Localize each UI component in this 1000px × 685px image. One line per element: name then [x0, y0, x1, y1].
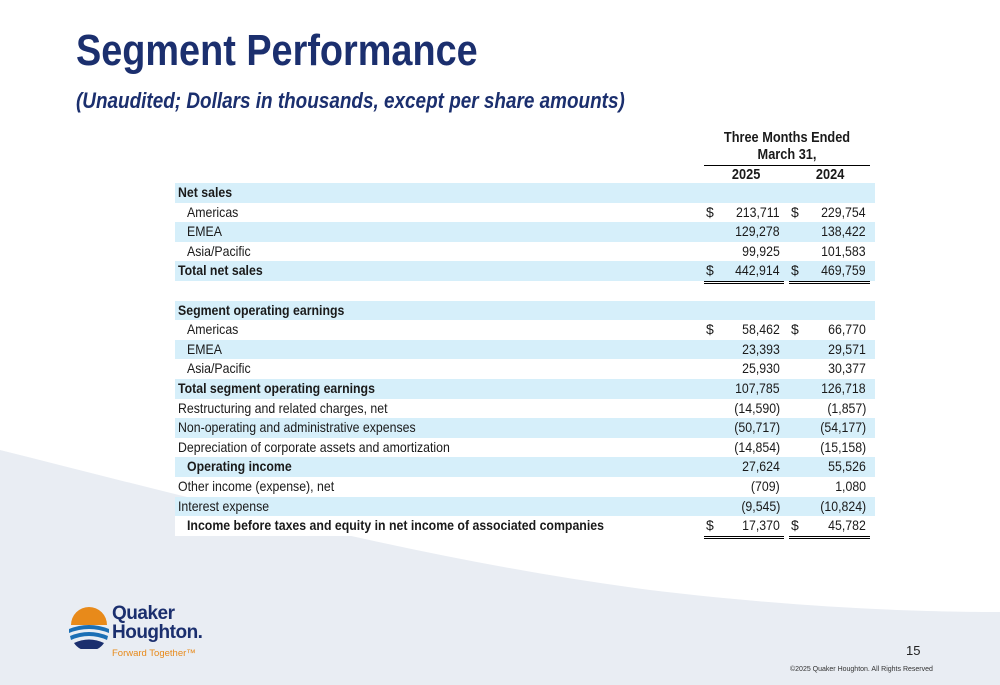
row-label: Other income (expense), net: [178, 477, 335, 494]
row-label: Restructuring and related charges, net: [178, 399, 388, 416]
table-row: Income before taxes and equity in net in…: [175, 516, 875, 539]
table-row: Net sales: [175, 183, 875, 203]
period-header-line2: March 31,: [757, 147, 817, 163]
table-row: Asia/Pacific 25,930 30,377: [175, 359, 875, 380]
value-2025: 25,930: [742, 360, 780, 377]
table-row: Total net sales $442,914 $469,759: [175, 261, 875, 284]
value-2024: (10,824): [820, 497, 866, 514]
row-label: Americas: [187, 321, 239, 338]
table-row-spacer: [175, 281, 875, 301]
value-2024: 45,782: [828, 517, 866, 534]
period-header: Three Months Ended March 31,: [714, 130, 860, 164]
value-2025: 213,711: [736, 203, 780, 220]
value-2025: 442,914: [735, 262, 780, 279]
value-2024: (1,857): [826, 399, 866, 416]
table-row: Restructuring and related charges, net (…: [175, 399, 875, 419]
value-2024: 66,770: [828, 321, 866, 338]
period-header-rule: [704, 165, 870, 166]
table-row: Total segment operating earnings 107,785…: [175, 378, 875, 399]
value-2024: 101,583: [821, 242, 866, 259]
table-row: Interest expense (9,545) (10,824): [175, 496, 875, 518]
value-2025: (14,854): [734, 438, 780, 455]
logo-tagline: Forward Together™: [112, 648, 196, 659]
table-row: Segment operating earnings: [175, 300, 875, 321]
page-number: 15: [906, 643, 921, 658]
currency-symbol: $: [706, 517, 714, 534]
value-2024: 55,526: [828, 458, 866, 475]
value-2024: (15,158): [820, 438, 866, 455]
value-2025: 107,785: [735, 379, 780, 396]
value-2024: 30,377: [828, 360, 866, 377]
company-logo: Quaker Houghton. Forward Together™: [68, 603, 208, 665]
logo-wordmark-line2: Houghton.: [112, 622, 203, 643]
value-2024: 229,754: [821, 203, 866, 220]
currency-symbol: $: [791, 517, 799, 534]
logo-wordmark-line1: Quaker: [112, 603, 175, 624]
row-label: Depreciation of corporate assets and amo…: [178, 438, 450, 455]
row-label: EMEA: [187, 223, 222, 240]
table-row: EMEA 129,278 138,422: [175, 222, 875, 242]
value-2025: 17,370: [742, 517, 780, 534]
currency-symbol: $: [791, 203, 799, 220]
value-2025: (50,717): [734, 419, 780, 436]
row-label: Interest expense: [178, 497, 270, 514]
row-label: Segment operating earnings: [178, 301, 345, 318]
value-2025: (14,590): [734, 399, 780, 416]
segment-table: Net sales Americas $213,711 $229,754 EME…: [175, 183, 875, 539]
value-2024: 126,718: [821, 379, 866, 396]
currency-symbol: $: [706, 262, 714, 279]
value-2024: 138,422: [821, 223, 866, 240]
table-row: Americas $58,462 $66,770: [175, 320, 875, 340]
table-row: EMEA 23,393 29,571: [175, 339, 875, 360]
currency-symbol: $: [706, 203, 714, 220]
currency-symbol: $: [706, 321, 714, 338]
row-label: Total segment operating earnings: [178, 379, 375, 396]
page-title: Segment Performance: [76, 26, 478, 75]
value-2025: 23,393: [742, 340, 780, 357]
value-2024: 469,759: [821, 262, 866, 279]
table-row: Asia/Pacific 99,925 101,583: [175, 242, 875, 263]
table-row: Non-operating and administrative expense…: [175, 418, 875, 438]
table-row: Other income (expense), net (709) 1,080: [175, 477, 875, 497]
row-label: Americas: [187, 203, 239, 220]
year-header-2025: 2025: [731, 167, 761, 183]
row-label: Income before taxes and equity in net in…: [187, 517, 604, 534]
row-label: Asia/Pacific: [187, 360, 251, 377]
row-label: Net sales: [178, 184, 233, 200]
logo-mark-icon: [69, 607, 109, 649]
value-2024: 29,571: [828, 340, 866, 357]
table-row: Operating income 27,624 55,526: [175, 457, 875, 477]
period-header-line1: Three Months Ended: [723, 130, 851, 146]
row-label: Non-operating and administrative expense…: [178, 419, 416, 436]
value-2025: 58,462: [742, 321, 780, 338]
currency-symbol: $: [791, 321, 799, 338]
currency-symbol: $: [791, 262, 799, 279]
value-2024: 1,080: [835, 477, 866, 494]
year-header-2024: 2024: [815, 167, 845, 183]
value-2025: (9,545): [740, 497, 780, 514]
value-2025: 99,925: [742, 242, 780, 259]
row-label: Asia/Pacific: [187, 242, 251, 259]
table-row: Depreciation of corporate assets and amo…: [175, 438, 875, 459]
value-2025: 129,278: [735, 223, 780, 240]
value-2024: (54,177): [820, 419, 866, 436]
row-label: EMEA: [187, 340, 222, 357]
table-row: Americas $213,711 $229,754: [175, 203, 875, 223]
value-2025: (709): [751, 477, 780, 494]
copyright-notice: ©2025 Quaker Houghton. All Rights Reserv…: [790, 666, 933, 673]
value-2025: 27,624: [742, 458, 780, 475]
page-subtitle: (Unaudited; Dollars in thousands, except…: [76, 88, 625, 113]
row-label: Total net sales: [178, 262, 263, 279]
row-label: Operating income: [187, 458, 292, 475]
